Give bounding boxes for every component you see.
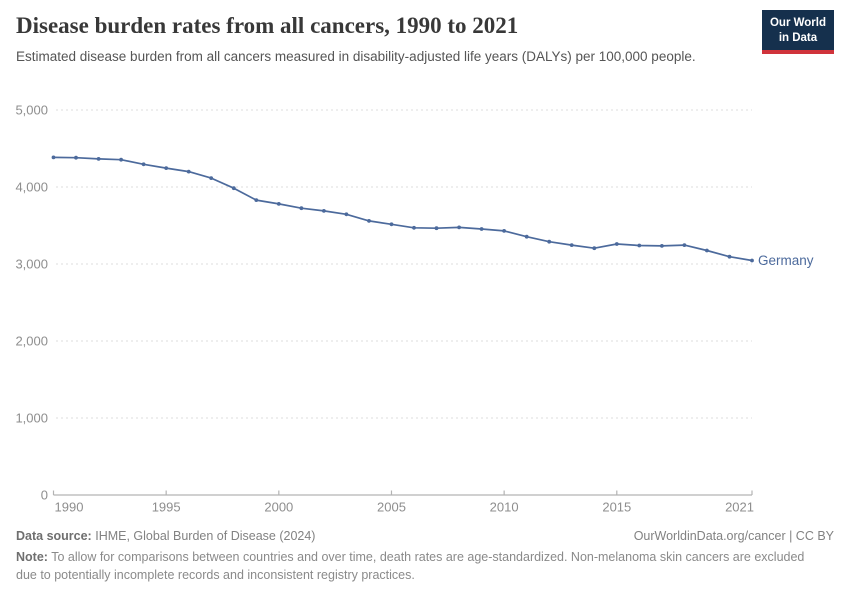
y-tick-label: 2,000 — [15, 334, 48, 349]
data-point[interactable] — [276, 202, 281, 206]
owid-logo-line1: Our World — [769, 17, 826, 29]
y-tick-label: 3,000 — [15, 257, 48, 272]
data-point[interactable] — [569, 243, 574, 248]
data-point[interactable] — [524, 234, 529, 239]
y-tick-label: 5,000 — [15, 103, 48, 118]
data-point[interactable] — [592, 246, 597, 251]
data-point[interactable] — [51, 155, 56, 160]
data-point[interactable] — [705, 248, 709, 253]
data-point[interactable] — [479, 227, 484, 231]
data-point[interactable] — [367, 219, 371, 223]
data-source-label: Data source: — [16, 529, 92, 543]
data-point[interactable] — [389, 222, 394, 227]
owid-logo[interactable]: Our World in Data — [761, 10, 834, 54]
data-point[interactable] — [434, 226, 439, 231]
data-point[interactable] — [457, 225, 461, 230]
data-point[interactable] — [412, 225, 416, 230]
data-point[interactable] — [96, 157, 101, 161]
page-title: Disease burden rates from all cancers, 1… — [16, 13, 519, 38]
y-tick-label: 1,000 — [15, 411, 48, 426]
data-point[interactable] — [231, 186, 236, 191]
data-point[interactable] — [614, 242, 619, 246]
x-tick-label: 2005 — [377, 500, 406, 515]
x-tick-label: 2000 — [264, 500, 293, 515]
data-point[interactable] — [637, 243, 642, 248]
x-tick-label: 2010 — [490, 500, 519, 515]
data-point[interactable] — [322, 209, 326, 213]
footnote-text: To allow for comparisons between countri… — [16, 550, 805, 582]
x-tick-label: 1995 — [152, 500, 181, 515]
chart-footer: Data source: IHME, Global Burden of Dise… — [16, 529, 834, 585]
footnote-label: Note: — [16, 550, 48, 564]
y-tick-label: 0 — [41, 488, 48, 503]
data-line[interactable] — [52, 156, 753, 262]
chart-subtitle: Estimated disease burden from all cancer… — [16, 48, 696, 64]
x-tick-label: 1990 — [55, 500, 84, 515]
x-tick-label: 2021 — [725, 500, 754, 515]
data-point[interactable] — [502, 229, 506, 233]
rights-link[interactable]: OurWorldinData.org/cancer | CC BY — [633, 529, 834, 543]
data-point[interactable] — [186, 169, 191, 174]
data-source-text: IHME, Global Burden of Disease (2024) — [95, 529, 316, 543]
x-tick-label: 2015 — [602, 500, 631, 515]
data-point[interactable] — [141, 162, 146, 167]
owid-logo-line2: in Data — [778, 31, 818, 44]
data-point[interactable] — [682, 243, 687, 248]
chart-header: Disease burden rates from all cancers, 1… — [16, 12, 756, 66]
data-point[interactable] — [299, 206, 304, 211]
y-tick-label: 4,000 — [15, 180, 48, 195]
data-point[interactable] — [74, 155, 78, 160]
data-point[interactable] — [750, 258, 754, 263]
data-point[interactable] — [254, 198, 259, 202]
data-point[interactable] — [727, 254, 732, 259]
data-point[interactable] — [209, 176, 214, 180]
data-point[interactable] — [119, 157, 123, 162]
data-point[interactable] — [547, 239, 552, 244]
line-chart-canvas[interactable]: 0 1,000 2,000 3,000 4,000 5,000 1990 1995 2000 20… — [0, 95, 850, 525]
data-point[interactable] — [660, 244, 664, 248]
footnote: Note: To allow for comparisons between c… — [16, 549, 806, 585]
data-point[interactable] — [164, 166, 169, 170]
series-end-label[interactable]: Germany — [758, 253, 814, 268]
data-point[interactable] — [344, 212, 349, 217]
data-source-line: Data source: IHME, Global Burden of Dise… — [16, 529, 315, 543]
